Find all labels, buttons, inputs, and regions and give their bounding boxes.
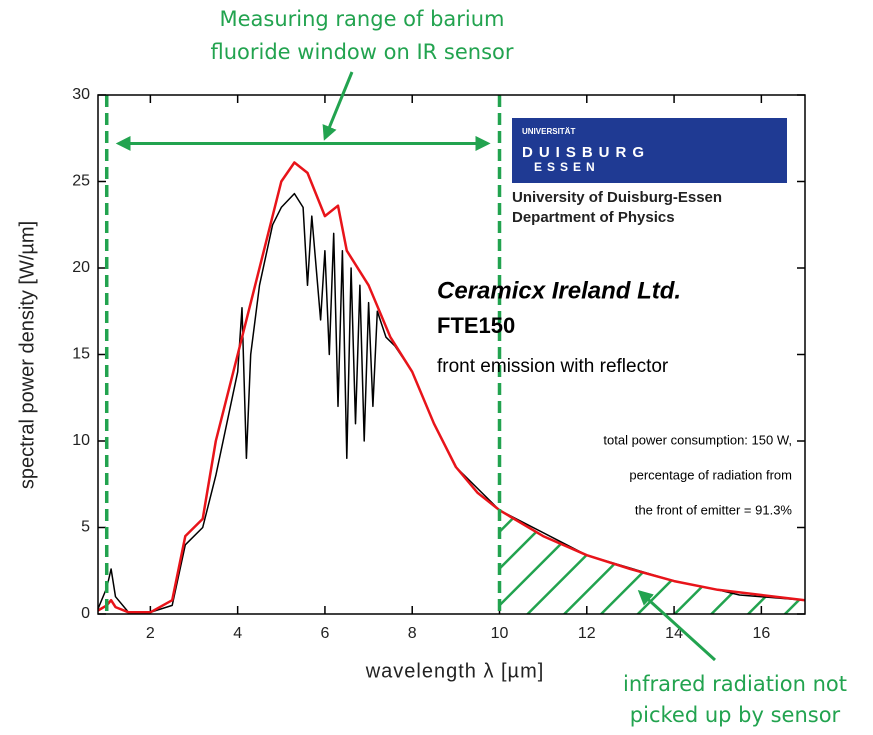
info: total power consumption: 150 W, xyxy=(603,432,792,447)
pointer-arrow xyxy=(637,589,717,662)
info: percentage of radiation from xyxy=(629,467,792,482)
x-tick-label: 8 xyxy=(408,625,417,642)
x-tick-label: 12 xyxy=(578,625,596,642)
annotation: infrared radiation not xyxy=(623,672,847,696)
logo-text: DUISBURG xyxy=(522,144,650,161)
logo xyxy=(512,118,787,183)
hatch-layer xyxy=(499,510,805,614)
y-tick-label: 30 xyxy=(72,86,90,103)
annotation: picked up by sensor xyxy=(630,703,841,727)
institution: Department of Physics xyxy=(512,209,675,226)
y-tick-label: 0 xyxy=(81,605,90,622)
y-axis-label: spectral power density [W/µm] xyxy=(16,221,38,489)
institution: University of Duisburg-Essen xyxy=(512,189,722,206)
x-tick-label: 14 xyxy=(665,625,683,642)
info: the front of emitter = 91.3% xyxy=(635,502,793,517)
y-tick-label: 15 xyxy=(72,346,90,363)
x-tick-label: 6 xyxy=(320,625,329,642)
annotation: Measuring range of barium xyxy=(219,7,504,31)
x-tick-label: 2 xyxy=(146,625,155,642)
x-axis-label: wavelength λ [µm] xyxy=(365,660,545,682)
product-title: Ceramicx Ireland Ltd. xyxy=(437,277,681,304)
product-model: FTE150 xyxy=(437,313,515,338)
x-tick-label: 16 xyxy=(752,625,770,642)
hatched-area xyxy=(499,510,805,614)
annotation: fluoride window on IR sensor xyxy=(210,40,513,64)
logo-text: ESSEN xyxy=(534,160,600,174)
y-tick-label: 20 xyxy=(72,259,90,276)
series-line xyxy=(97,161,806,614)
series-line xyxy=(97,192,806,614)
y-tick-label: 10 xyxy=(72,432,90,449)
product-note: front emission with reflector xyxy=(437,356,669,377)
pointer-arrow xyxy=(322,71,354,141)
y-tick-label: 25 xyxy=(72,173,90,190)
logo-text: UNIVERSITÄT xyxy=(522,127,575,136)
x-tick-label: 4 xyxy=(233,625,242,642)
y-tick-label: 5 xyxy=(81,519,90,536)
plot-frame xyxy=(97,94,806,615)
x-tick-label: 10 xyxy=(491,625,509,642)
